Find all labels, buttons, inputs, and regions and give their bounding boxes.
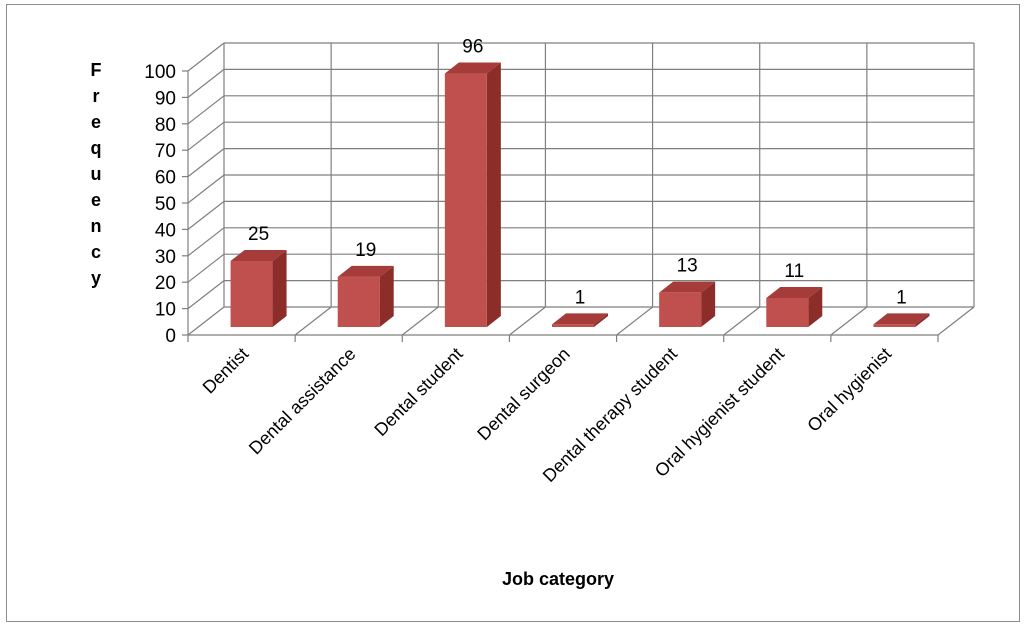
x-tick-label: Dental surgeon: [473, 344, 573, 444]
bar-side: [915, 313, 930, 327]
floor-right-edge: [937, 306, 975, 336]
data-label: 25: [248, 224, 269, 245]
x-tick-label: Oral hygienist: [803, 344, 895, 436]
x-tick-label: Dental assistance: [245, 344, 360, 459]
gridline-left-wall: [187, 174, 225, 204]
y-tick-label: 20: [155, 273, 176, 294]
y-tick-label: 60: [155, 168, 176, 189]
gridline-left-wall: [187, 42, 225, 72]
bar-front: [766, 297, 809, 327]
bar-side: [701, 281, 716, 327]
y-tick-label: 90: [155, 88, 176, 109]
y-tick-label: 80: [155, 115, 176, 136]
bar-side: [379, 265, 394, 327]
bar-top: [444, 62, 501, 74]
bar-top: [230, 250, 287, 261]
bar: [873, 313, 930, 327]
x-tick-label: Dentist: [199, 344, 253, 398]
bar-side: [486, 62, 501, 328]
bar-top: [337, 265, 394, 277]
y-tick-label: 10: [155, 300, 176, 321]
bar-side: [808, 286, 823, 327]
y-axis-title-letter: e: [91, 112, 101, 132]
bar-top: [552, 313, 608, 325]
gridline-left-wall: [187, 253, 225, 283]
bar-top: [873, 313, 930, 325]
floor-divider: [401, 306, 439, 336]
bar: [766, 286, 823, 327]
bar-front: [337, 276, 380, 327]
gridline-left-wall: [187, 95, 225, 125]
gridline-left-wall: [187, 68, 225, 98]
y-tick-label: 70: [155, 141, 176, 162]
bar-top: [766, 286, 823, 298]
floor-divider: [294, 306, 332, 336]
chart-frame: [6, 4, 1020, 622]
y-axis-ticks: 0 10 20 30 40 50 60 70 80 90 100: [144, 62, 176, 347]
y-axis-title-letter: y: [91, 268, 101, 288]
bar-top: [659, 281, 716, 293]
bar-front: [552, 324, 594, 327]
gridline-left-wall: [187, 306, 225, 336]
floor-divider: [830, 306, 868, 336]
y-tick-label: 40: [155, 220, 176, 241]
gridline-left-wall: [187, 280, 225, 310]
data-label: 96: [462, 37, 483, 58]
data-label: 19: [355, 240, 376, 261]
y-tick-label: 0: [165, 326, 176, 347]
bar: [444, 62, 501, 328]
bar-side: [272, 250, 287, 327]
gridline-left-wall: [187, 121, 225, 151]
bar: [230, 250, 287, 327]
y-axis-title-letter: e: [91, 190, 101, 210]
y-tick-label: 30: [155, 247, 176, 268]
data-label: 13: [677, 256, 698, 277]
floor-divider: [616, 306, 653, 336]
data-label: 1: [575, 287, 586, 308]
data-label: 11: [784, 261, 804, 282]
y-tick-label: 50: [155, 194, 176, 215]
y-tick-label: 100: [144, 62, 176, 83]
y-axis-title-letter: c: [91, 242, 101, 262]
floor-divider: [509, 306, 546, 336]
floor-divider: [723, 306, 761, 336]
bar: [552, 313, 608, 327]
gridline-left-wall: [187, 227, 225, 257]
y-axis-title-letter: n: [91, 216, 102, 236]
bar-front: [659, 292, 702, 327]
y-axis-title-letter: q: [91, 138, 102, 158]
data-label: 1: [896, 287, 907, 308]
bar: [659, 281, 716, 327]
y-axis-title-letter: u: [91, 164, 102, 184]
bar-front: [444, 73, 487, 327]
chart-bars: [230, 62, 930, 328]
x-tick-label: Dental student: [370, 344, 466, 440]
bar-front: [873, 324, 916, 327]
y-axis-title-letter: F: [91, 60, 102, 80]
y-axis-title-letter: r: [92, 86, 99, 106]
gridline-left-wall: [187, 200, 225, 230]
bar-side: [594, 313, 608, 327]
chart-gridlines: [182, 42, 975, 342]
bar-front: [230, 261, 273, 327]
bar: [337, 265, 394, 327]
x-axis-title: Job category: [502, 569, 614, 589]
gridline-left-wall: [187, 148, 225, 178]
